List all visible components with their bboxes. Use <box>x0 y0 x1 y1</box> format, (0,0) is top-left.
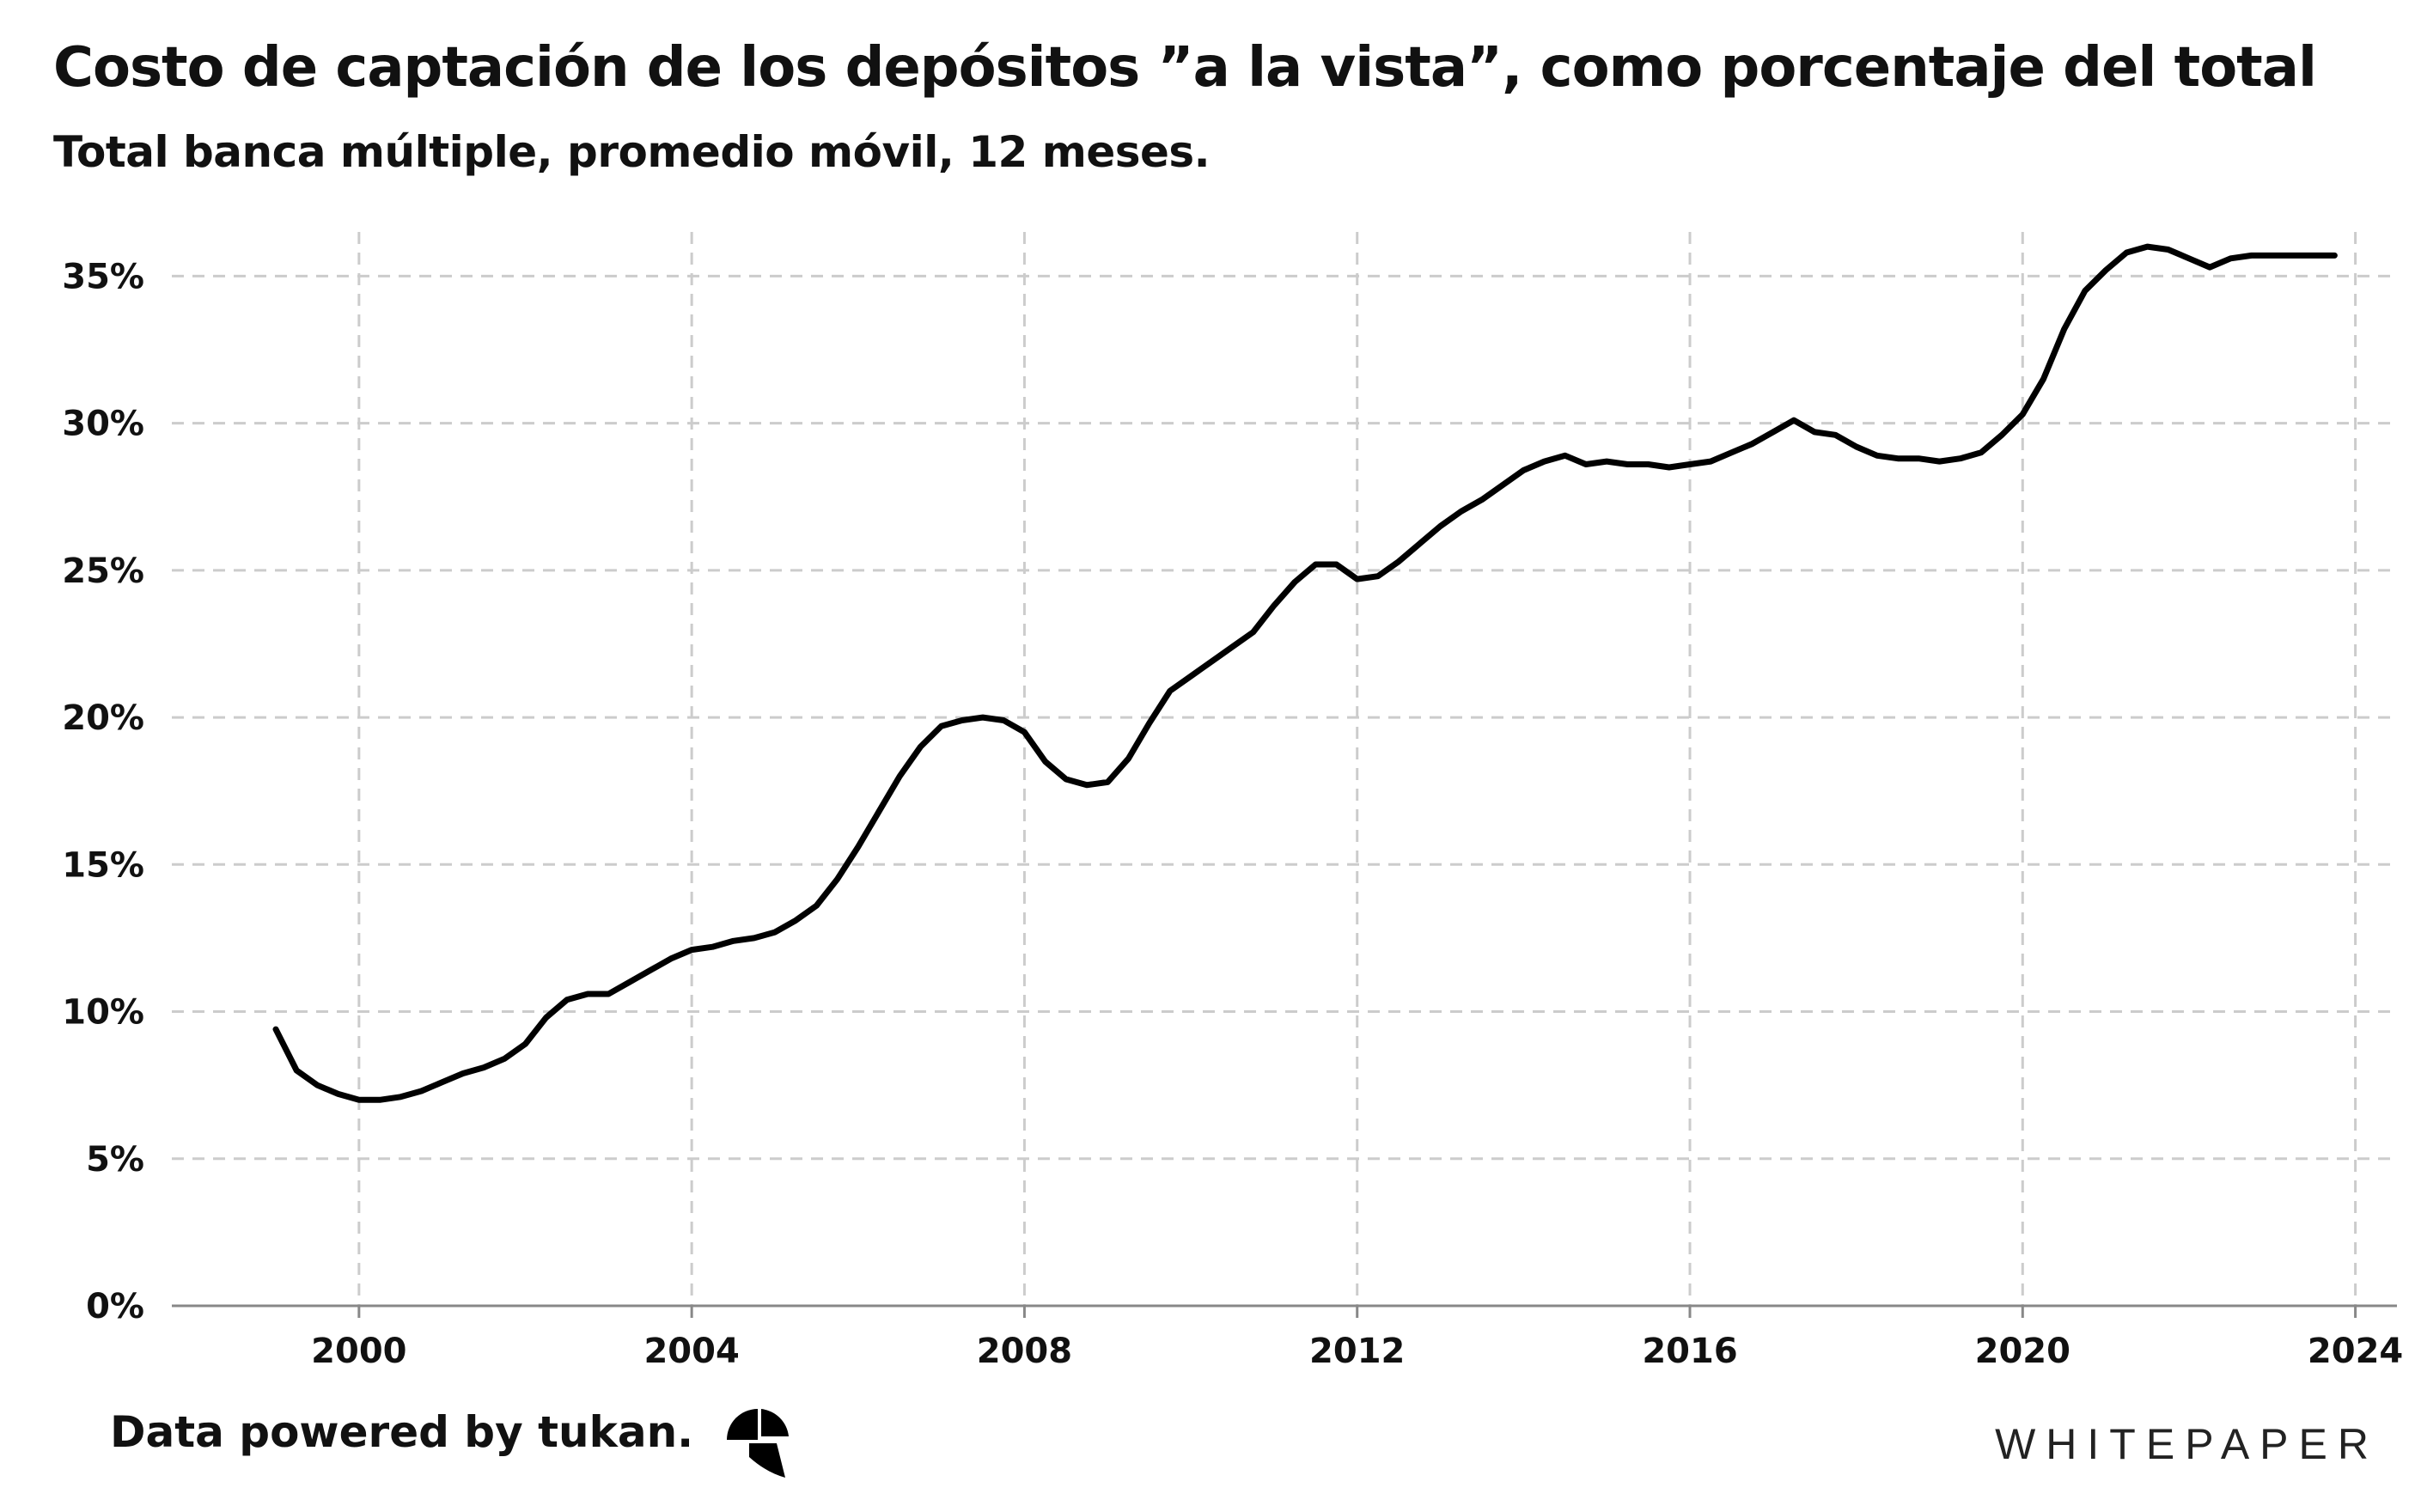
data-series <box>272 243 2338 1103</box>
x-tick-label: 2000 <box>311 1332 406 1371</box>
y-tick-label: 30% <box>62 405 144 444</box>
grid-lines <box>172 232 2397 1306</box>
y-tick-label: 0% <box>86 1287 144 1326</box>
data-credit-text: Data powered by tukan. <box>110 1407 694 1457</box>
y-tick-label: 20% <box>62 698 144 738</box>
y-tick-label: 10% <box>62 993 144 1033</box>
x-tick-label: 2020 <box>1975 1332 2070 1371</box>
chart-title: Costo de captación de los depósitos ”a l… <box>53 36 2317 100</box>
data-credit: Data powered by tukan. <box>110 1407 693 1457</box>
y-axis: 0% 5% 10% 15% 20% 25% 30% 35% <box>62 257 144 1326</box>
y-tick-label: 15% <box>62 845 144 885</box>
series-line <box>272 243 2338 1103</box>
x-axis: 2000 2004 2008 2012 2016 2020 2024 <box>172 1304 2403 1371</box>
x-tick-label: 2004 <box>643 1332 739 1371</box>
x-tick-label: 2008 <box>977 1332 1072 1371</box>
brand-wordmark: WHITEPAPER <box>1995 1420 2379 1468</box>
y-tick-label: 5% <box>86 1140 144 1180</box>
y-tick-label: 35% <box>62 257 144 296</box>
x-tick-label: 2012 <box>1309 1332 1405 1371</box>
x-tick-label: 2024 <box>2308 1332 2403 1371</box>
x-tick-label: 2016 <box>1642 1332 1737 1371</box>
chart-subtitle: Total banca múltiple, promedio móvil, 12… <box>53 127 1211 177</box>
y-tick-label: 25% <box>62 552 144 591</box>
tukan-logo-icon <box>727 1409 789 1478</box>
